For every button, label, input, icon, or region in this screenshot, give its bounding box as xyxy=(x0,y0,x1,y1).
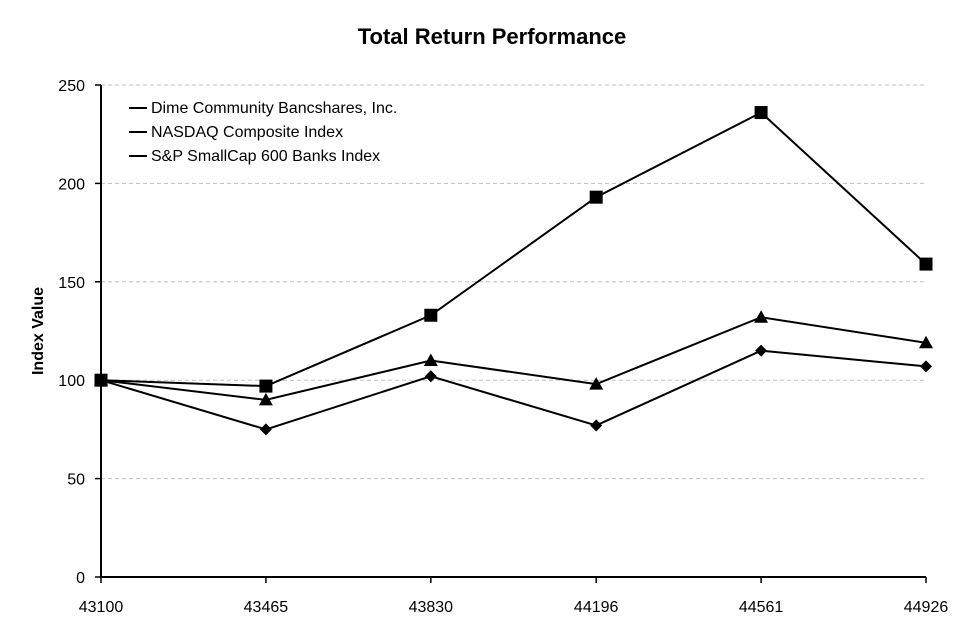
y-tick-label: 50 xyxy=(67,472,85,489)
x-tick-label: 44926 xyxy=(904,599,949,616)
data-point-triangle xyxy=(94,373,108,386)
data-point-square xyxy=(919,257,933,271)
legend-label: NASDAQ Composite Index xyxy=(151,124,343,141)
series-line xyxy=(100,349,927,431)
x-tick-label: 43100 xyxy=(79,599,124,616)
series-line xyxy=(100,111,927,388)
data-point-triangle xyxy=(589,377,604,390)
y-tick-label: 100 xyxy=(58,373,85,390)
data-point-triangle xyxy=(919,335,933,349)
data-point-diamond xyxy=(590,419,603,432)
y-tick-label: 200 xyxy=(58,176,85,193)
gridlines xyxy=(101,84,926,480)
y-tick-label: 250 xyxy=(58,78,85,95)
x-tick-label: 44196 xyxy=(574,599,619,616)
legend: Dime Community Bancshares, Inc. NASDAQ Co… xyxy=(129,100,397,165)
chart-title: Total Return Performance xyxy=(358,24,627,49)
series-layer xyxy=(94,106,933,436)
data-point-square xyxy=(589,190,603,204)
legend-label: Dime Community Bancshares, Inc. xyxy=(151,100,397,117)
legend-entry: Dime Community Bancshares, Inc. xyxy=(129,100,397,117)
data-point-diamond xyxy=(920,360,932,373)
legend-label: S&P SmallCap 600 Banks Index xyxy=(151,148,380,165)
legend-entry: S&P SmallCap 600 Banks Index xyxy=(129,148,380,165)
data-point-triangle xyxy=(423,353,438,367)
data-point-triangle xyxy=(754,310,769,323)
data-point-square xyxy=(754,106,768,120)
x-tick-label: 43830 xyxy=(409,599,454,616)
series-triangle xyxy=(94,310,933,406)
data-point-diamond xyxy=(424,370,437,383)
x-tick-label: 44561 xyxy=(739,599,784,616)
data-point-diamond xyxy=(755,344,768,357)
y-tick-label: 150 xyxy=(58,275,85,292)
x-tick-label: 43465 xyxy=(244,599,289,616)
data-point-diamond xyxy=(259,423,272,436)
legend-entry: NASDAQ Composite Index xyxy=(129,124,343,141)
axes xyxy=(95,84,927,583)
data-point-square xyxy=(259,379,273,393)
y-axis-label: Index Value xyxy=(30,287,47,375)
tick-labels: 0 50 100 150 200 250 43100 43465 43830 44196 44561… xyxy=(58,78,948,616)
y-tick-label: 0 xyxy=(76,570,85,587)
data-point-square xyxy=(424,308,438,322)
series-line xyxy=(100,316,927,401)
data-point-triangle xyxy=(258,392,273,406)
series-diamond xyxy=(95,344,932,436)
